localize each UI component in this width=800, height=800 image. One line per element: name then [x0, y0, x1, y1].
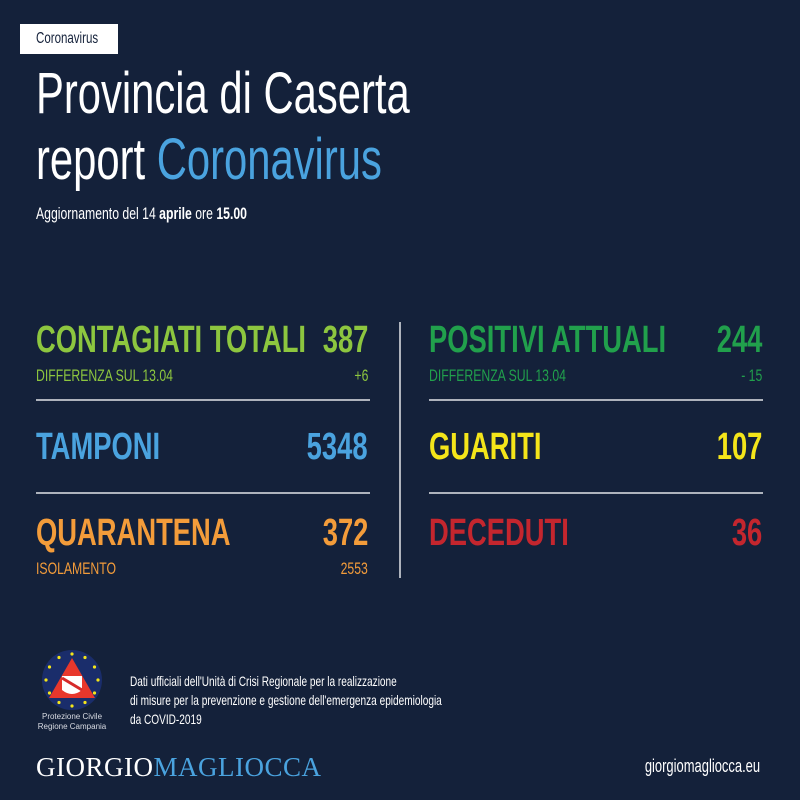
- isolamento-value: 2553: [340, 559, 368, 578]
- divider: [36, 399, 370, 401]
- isolamento-label: ISOLAMENTO: [36, 559, 117, 578]
- credit-line1: Dati ufficiali dell'Unità di Crisi Regio…: [130, 673, 397, 689]
- contagiati-diff: +6: [354, 366, 368, 385]
- data-credit: Dati ufficiali dell'Unità di Crisi Regio…: [130, 672, 563, 729]
- subtitle-prefix: report: [36, 127, 146, 192]
- website-link[interactable]: giorgiomagliocca.eu: [644, 756, 760, 776]
- credit-line2: di misure per la prevenzione e gestione …: [130, 692, 442, 708]
- quarantena-label: QUARANTENA: [36, 512, 231, 554]
- positivi-label: POSITIVI ATTUALI: [429, 319, 667, 361]
- positivi-value: 244: [716, 319, 762, 361]
- logo-caption-line1: Protezione Civile: [41, 712, 103, 721]
- deceduti-label: DECEDUTI: [429, 512, 569, 554]
- brand-logo: GIORGIOMAGLIOCCA: [36, 752, 322, 783]
- positivi-diff-label: DIFFERENZA SUL 13.04: [429, 366, 566, 385]
- update-middle: ore: [195, 204, 213, 223]
- contagiati-value: 387: [322, 319, 368, 361]
- update-prefix: Aggiornamento del 14: [36, 204, 156, 223]
- positivi-diff: - 15: [740, 366, 762, 385]
- divider: [36, 492, 370, 494]
- contagiati-label: CONTAGIATI TOTALI: [36, 319, 307, 361]
- update-month: aprile: [159, 204, 192, 223]
- contagiati-diff-label: DIFFERENZA SUL 13.04: [36, 366, 173, 385]
- tamponi-value: 5348: [307, 426, 368, 468]
- brand-first: GIORGIO: [36, 752, 154, 782]
- quarantena-value: 372: [322, 512, 368, 554]
- logo-caption-line2: Regione Campania: [37, 722, 107, 731]
- divider: [429, 399, 763, 401]
- subtitle-highlight: Coronavirus: [156, 127, 382, 192]
- update-timestamp: Aggiornamento del 14 aprile ore 15.00: [36, 204, 247, 224]
- divider: [429, 492, 763, 494]
- deceduti-value: 36: [731, 512, 762, 554]
- column-divider: [399, 322, 401, 578]
- guariti-value: 107: [716, 426, 762, 468]
- category-tag-label: Coronavirus: [36, 30, 99, 47]
- update-time: 15.00: [216, 204, 247, 223]
- credit-line3: da COVID-2019: [130, 711, 202, 727]
- tamponi-label: TAMPONI: [36, 426, 161, 468]
- guariti-label: GUARITI: [429, 426, 542, 468]
- logo-caption: Protezione Civile Regione Campania: [30, 712, 114, 732]
- protezione-civile-logo: [40, 648, 104, 712]
- category-tag: Coronavirus: [20, 24, 118, 54]
- brand-last: MAGLIOCCA: [153, 752, 322, 782]
- page-subtitle: report Coronavirus: [36, 130, 382, 190]
- page-title: Provincia di Caserta: [36, 61, 410, 126]
